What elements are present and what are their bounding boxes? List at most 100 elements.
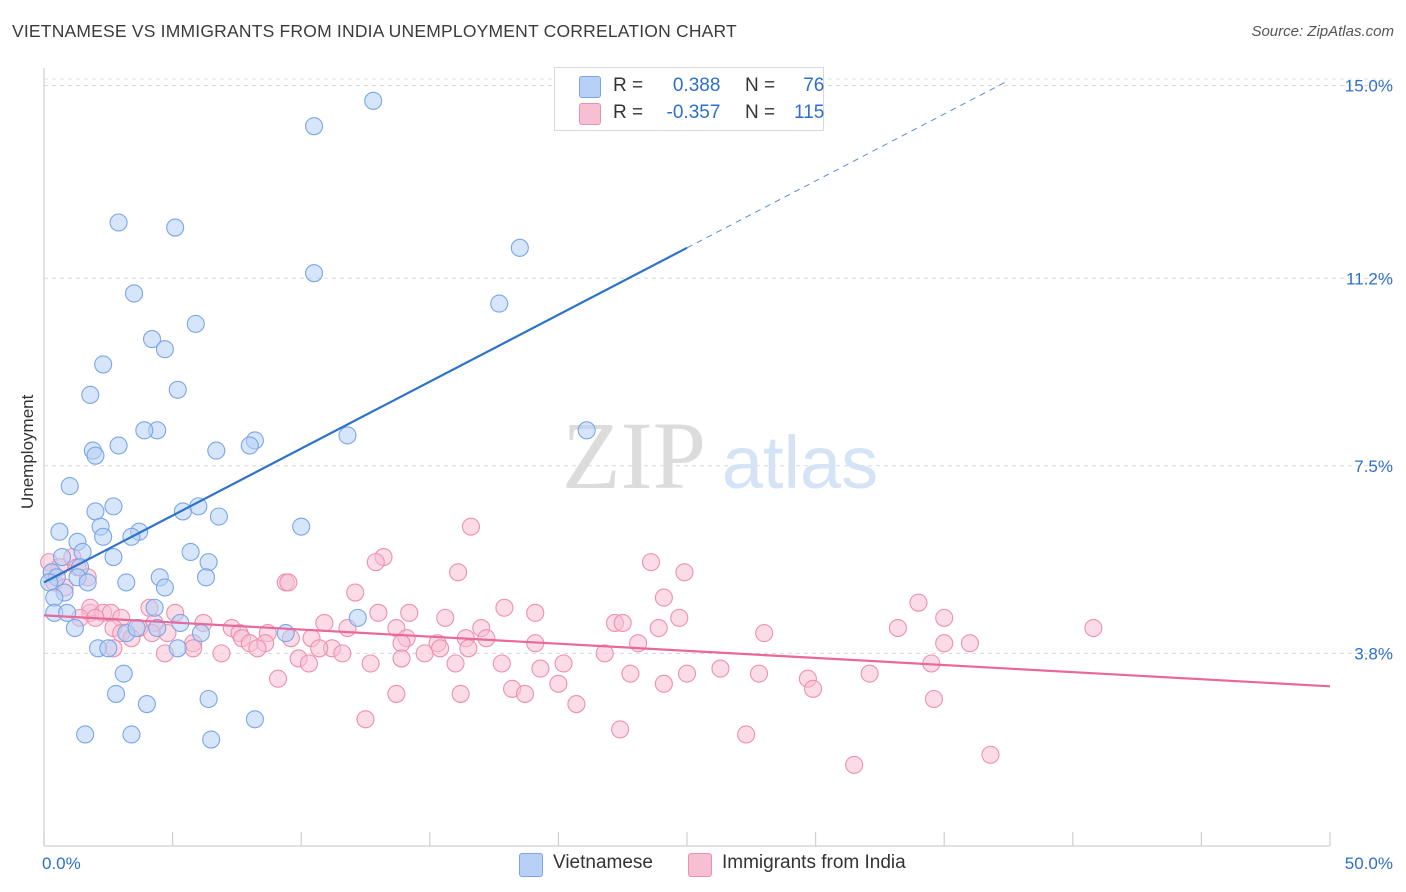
vietnamese-point bbox=[155, 340, 174, 359]
vietnamese-point bbox=[45, 588, 64, 607]
india-point bbox=[677, 664, 697, 683]
n-label: N = bbox=[744, 75, 776, 96]
india-swatch bbox=[579, 103, 601, 125]
india-point bbox=[361, 654, 380, 673]
india-point bbox=[935, 608, 954, 627]
vietnamese-point bbox=[104, 548, 123, 567]
india-point bbox=[459, 639, 478, 658]
y-tick-label: 11.2% bbox=[1346, 269, 1393, 288]
india-point bbox=[431, 639, 450, 658]
india-point bbox=[392, 634, 411, 653]
vietnamese-point bbox=[166, 218, 185, 237]
india-point bbox=[803, 679, 823, 698]
vietnamese-point bbox=[50, 522, 69, 541]
vietnamese-point bbox=[168, 639, 187, 658]
india-point bbox=[366, 553, 385, 572]
india-point bbox=[711, 659, 730, 678]
vietnamese-point bbox=[577, 421, 596, 440]
vietnamese-point bbox=[305, 117, 324, 136]
vietnamese-point bbox=[196, 568, 216, 587]
vietnamese-n-value: 76 bbox=[803, 75, 825, 96]
r-label: R = bbox=[613, 102, 644, 123]
grid-lines bbox=[44, 78, 1392, 654]
india-point bbox=[461, 517, 481, 536]
vietnamese-point bbox=[86, 446, 105, 465]
india-point bbox=[299, 654, 318, 673]
vietnamese-point bbox=[148, 618, 167, 638]
india-point bbox=[400, 603, 419, 622]
watermark-zip: ZIP bbox=[562, 402, 706, 509]
india-point bbox=[1084, 618, 1103, 638]
vietnamese-point bbox=[173, 502, 192, 521]
vietnamese-point bbox=[52, 548, 72, 567]
india-n-value: 115 bbox=[794, 102, 825, 123]
vietnamese-trend-extension bbox=[686, 80, 1009, 249]
india-point bbox=[333, 644, 352, 663]
watermark-atlas: atlas bbox=[722, 421, 878, 504]
india-point bbox=[935, 634, 954, 653]
india-points bbox=[40, 517, 1103, 774]
india-r-value: -0.357 bbox=[666, 102, 721, 123]
vietnamese-r-value: 0.388 bbox=[672, 75, 721, 96]
india-point bbox=[595, 644, 614, 663]
vietnamese-point bbox=[122, 725, 141, 744]
vietnamese-point bbox=[338, 426, 357, 445]
india-point bbox=[737, 725, 756, 744]
vietnamese-legend-label: Vietnamese bbox=[553, 852, 653, 873]
vietnamese-point bbox=[135, 421, 154, 440]
india-point bbox=[315, 613, 334, 633]
india-point bbox=[755, 624, 774, 643]
vietnamese-point bbox=[86, 502, 105, 521]
vietnamese-point bbox=[94, 355, 113, 374]
india-point bbox=[346, 583, 365, 602]
watermark: ZIP atlas bbox=[562, 402, 878, 509]
vietnamese-point bbox=[191, 624, 210, 643]
india-point bbox=[436, 608, 455, 627]
india-point bbox=[356, 710, 375, 729]
india-point bbox=[749, 664, 769, 683]
x-tick-label: 0.0% bbox=[42, 854, 81, 873]
vietnamese-point bbox=[207, 441, 226, 460]
india-point bbox=[492, 654, 511, 673]
vietnamese-point bbox=[245, 710, 264, 729]
india-point bbox=[446, 654, 465, 673]
india-legend-label: Immigrants from India bbox=[722, 852, 906, 873]
india-point bbox=[279, 573, 298, 592]
vietnamese-point bbox=[81, 385, 100, 404]
vietnamese-point bbox=[145, 598, 164, 617]
india-point bbox=[654, 588, 673, 607]
india-point bbox=[554, 654, 573, 673]
n-label: N = bbox=[744, 102, 776, 123]
india-point bbox=[845, 755, 864, 774]
vietnamese-point bbox=[127, 618, 146, 638]
india-point bbox=[369, 603, 388, 622]
india-legend-swatch bbox=[688, 853, 712, 877]
vietnamese-point bbox=[137, 695, 156, 714]
india-point bbox=[212, 644, 231, 663]
vietnamese-point bbox=[65, 618, 84, 638]
india-point bbox=[675, 563, 694, 582]
chart-title: VIETNAMESE VS IMMIGRANTS FROM INDIA UNEM… bbox=[12, 21, 737, 41]
trend-lines bbox=[43, 80, 1331, 688]
vietnamese-point bbox=[510, 238, 529, 257]
india-point bbox=[567, 695, 586, 714]
x-tick-label: 50.0% bbox=[1345, 854, 1393, 873]
india-point bbox=[310, 639, 329, 658]
vietnamese-point bbox=[104, 497, 123, 516]
vietnamese-point bbox=[186, 314, 205, 333]
vietnamese-point bbox=[292, 517, 311, 536]
india-point bbox=[613, 613, 632, 633]
india-point bbox=[549, 674, 568, 693]
source-label: Source: ZipAtlas.com bbox=[1251, 23, 1394, 40]
vietnamese-point bbox=[240, 436, 259, 455]
india-point bbox=[531, 659, 550, 678]
vietnamese-point bbox=[202, 730, 221, 749]
vietnamese-swatch bbox=[579, 76, 601, 98]
india-point bbox=[526, 603, 545, 622]
vietnamese-point bbox=[76, 725, 95, 744]
vietnamese-point bbox=[124, 284, 144, 303]
india-point bbox=[269, 669, 288, 688]
india-point bbox=[888, 618, 907, 638]
vietnamese-point bbox=[73, 542, 92, 562]
